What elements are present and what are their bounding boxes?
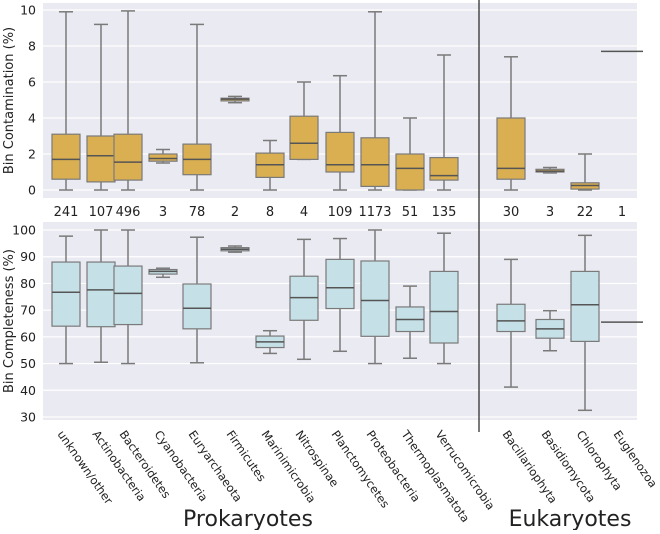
y-tick-label: 50 [20,356,36,371]
count-label: 51 [402,205,419,220]
count-label: 241 [54,205,79,220]
y-tick-label: 0 [28,183,36,198]
y-tick-label: 100 [12,223,36,238]
box-contamination-4 [182,23,212,191]
count-label: 496 [116,205,141,220]
y-tick-label: 10 [20,3,36,18]
count-label: 1 [618,205,626,220]
box-iqr [182,283,212,330]
group-label-prokaryotes: Prokaryotes [183,507,313,530]
box-contamination-9 [360,11,390,191]
box-completeness-8 [325,237,355,353]
count-label: 8 [266,205,274,220]
box-iqr [360,137,390,188]
y-axis-title: Bin Completeness (%) [2,249,17,393]
box-contamination-1 [86,23,116,191]
box-completeness-10 [395,285,425,359]
box-completeness-13 [535,309,565,352]
box-contamination-3 [148,148,178,164]
y-tick-label: 80 [20,276,36,291]
box-completeness-1 [86,229,116,363]
count-label: 1173 [358,205,391,220]
box-contamination-0 [51,11,81,191]
count-label: 109 [328,205,353,220]
box-completeness-7 [289,238,319,361]
y-axis-title: Bin Contamination (%) [2,27,17,174]
box-iqr [496,117,526,180]
box-iqr [496,303,526,333]
box-iqr [289,115,319,160]
box-contamination-6 [255,139,285,191]
count-label: 2 [231,205,239,220]
y-tick-label: 70 [20,303,36,318]
box-completeness-14 [570,234,600,412]
box-contamination-5 [220,95,250,104]
y-tick-label: 60 [20,329,36,344]
y-tick-label: 30 [20,410,36,425]
box-iqr [570,270,600,342]
box-iqr [51,133,81,180]
completeness-panel: 30 40 50 60 70 80 90 100 Bin Completeness (%) [2,222,643,425]
box-iqr [360,260,390,337]
box-contamination-13 [535,166,565,174]
box-completeness-4 [182,236,212,364]
y-tick-label: 6 [28,75,36,90]
box-completeness-11 [429,232,459,365]
group-label-eukaryotes: Eukaryotes [509,507,632,530]
box-contamination-12 [496,56,526,191]
box-completeness-3 [148,267,178,279]
box-iqr [148,153,178,162]
box-contamination-11 [429,54,459,191]
box-contamination-14 [570,153,600,191]
box-contamination-2 [113,10,143,191]
y-tick-label: 90 [20,249,36,264]
box-iqr [325,258,355,310]
box-iqr [51,261,81,327]
count-label: 107 [89,205,114,220]
box-iqr [86,135,116,183]
count-label: 78 [189,205,206,220]
box-completeness-12 [496,258,526,388]
box-contamination-10 [395,117,425,191]
box-iqr [113,133,143,181]
count-label: 3 [159,205,167,220]
y-tick-label: 40 [20,383,36,398]
box-iqr [429,157,459,181]
box-iqr [113,265,143,326]
count-label: 4 [300,205,308,220]
box-iqr [86,261,116,328]
box-iqr [395,153,425,191]
count-label: 22 [577,205,594,220]
count-label: 30 [503,205,520,220]
box-completeness-6 [255,329,285,355]
box-iqr [325,131,355,173]
box-completeness-5 [220,245,250,253]
y-tick-label: 4 [28,111,36,126]
count-label: 135 [432,205,457,220]
box-completeness-9 [360,229,390,365]
box-contamination-8 [325,74,355,191]
x-tick-label: Verrucomicrobia [433,428,498,513]
count-label: 3 [546,205,554,220]
y-tick-label: 8 [28,39,36,54]
box-completeness-2 [113,229,143,365]
box-iqr [429,270,459,344]
y-tick-label: 2 [28,147,36,162]
box-contamination-7 [289,81,319,161]
box-completeness-0 [51,235,81,365]
